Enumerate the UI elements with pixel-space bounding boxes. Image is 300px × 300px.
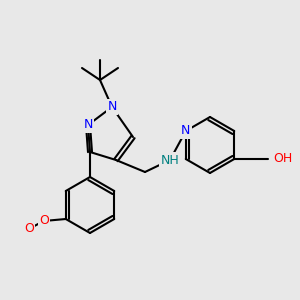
Text: N: N xyxy=(107,100,117,113)
Text: NH: NH xyxy=(160,154,179,166)
Text: O: O xyxy=(24,223,34,236)
Text: OH: OH xyxy=(273,152,292,166)
Text: N: N xyxy=(83,118,93,131)
Text: O: O xyxy=(39,214,49,227)
Text: N: N xyxy=(181,124,190,137)
